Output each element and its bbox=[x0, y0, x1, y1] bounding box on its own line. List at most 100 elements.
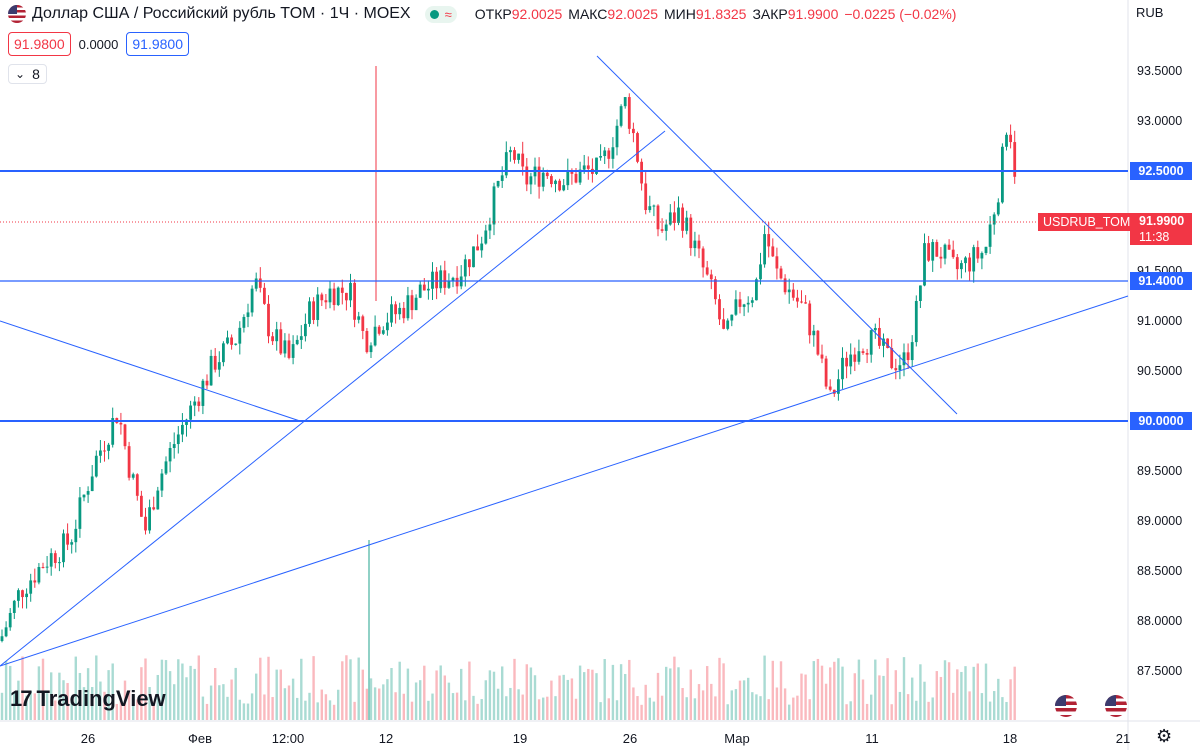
spread-value: 0.0000 bbox=[78, 36, 119, 52]
volume-bar bbox=[37, 666, 41, 720]
volume-bar bbox=[558, 675, 561, 720]
candle-body bbox=[648, 206, 652, 211]
volume-bar bbox=[964, 666, 967, 720]
candle-body bbox=[677, 207, 680, 223]
volume-bar bbox=[628, 659, 631, 720]
candle-body bbox=[500, 175, 504, 181]
candle-body bbox=[234, 343, 238, 345]
volume-bar bbox=[882, 675, 885, 720]
candle-body bbox=[472, 246, 475, 268]
candle-body bbox=[496, 180, 500, 187]
candle-body bbox=[476, 246, 479, 251]
candle-body bbox=[931, 242, 935, 261]
last-price-value: 91.9900 bbox=[1139, 214, 1185, 228]
candle-body bbox=[230, 337, 233, 345]
volume-bar bbox=[906, 694, 910, 720]
gear-icon[interactable]: ⚙ bbox=[1156, 726, 1173, 746]
volume-bar bbox=[546, 696, 549, 720]
candle-body bbox=[968, 257, 971, 272]
y-tick-label: 87.5000 bbox=[1137, 664, 1183, 678]
candle-body bbox=[263, 287, 266, 304]
volume-bar bbox=[168, 671, 172, 720]
symbol-title[interactable]: Доллар США / Российский рубль TOM · 1Ч ·… bbox=[32, 5, 411, 22]
volume-bar bbox=[378, 688, 381, 720]
volume-bar bbox=[234, 667, 237, 720]
buy-price-button[interactable]: 91.9800 bbox=[126, 32, 189, 56]
candle-body bbox=[902, 352, 906, 366]
volume-bar bbox=[1013, 666, 1016, 720]
candle-body bbox=[78, 497, 82, 529]
candle-body bbox=[283, 340, 287, 354]
candle-body bbox=[824, 358, 828, 387]
volume-bar bbox=[160, 659, 164, 720]
volume-bar bbox=[402, 693, 405, 720]
volume-bar bbox=[54, 700, 57, 720]
tradingview-logo[interactable]: 17 TradingView bbox=[10, 686, 166, 712]
volume-bar bbox=[33, 693, 36, 720]
candle-body bbox=[172, 444, 176, 448]
candle-body bbox=[468, 259, 471, 268]
indicators-toggle[interactable]: ⌄ 8 bbox=[8, 64, 47, 84]
candle-body bbox=[422, 284, 426, 291]
candle-body bbox=[853, 354, 857, 362]
volume-bar bbox=[669, 668, 672, 720]
candle-body bbox=[808, 303, 812, 336]
volume-bar bbox=[439, 665, 442, 720]
volume-bar bbox=[513, 658, 516, 720]
candle-body bbox=[324, 300, 328, 303]
candle-body bbox=[144, 516, 147, 531]
candle-body bbox=[369, 345, 373, 353]
volume-bar bbox=[890, 704, 893, 720]
level-price-label[interactable]: 90.0000 bbox=[1130, 412, 1192, 430]
candle-body bbox=[127, 446, 131, 478]
volume-bar bbox=[865, 703, 869, 720]
volume-bar bbox=[435, 670, 438, 720]
sell-price-button[interactable]: 91.9800 bbox=[8, 32, 71, 56]
candle-body bbox=[222, 343, 225, 363]
candle-body bbox=[1005, 134, 1008, 147]
volume-bar bbox=[919, 664, 922, 720]
volume-bar bbox=[74, 656, 77, 720]
candle-body bbox=[209, 355, 213, 386]
volume-bar bbox=[529, 667, 533, 720]
candle-body bbox=[976, 247, 980, 259]
us-flag-event-icon[interactable] bbox=[1105, 695, 1127, 717]
candle-body bbox=[349, 282, 352, 301]
candle-body bbox=[33, 580, 37, 583]
volume-bar bbox=[0, 692, 4, 720]
y-tick-label: 93.0000 bbox=[1137, 114, 1183, 128]
candle-body bbox=[828, 386, 832, 390]
candle-body bbox=[217, 362, 221, 370]
volume-bar bbox=[554, 696, 557, 720]
volume-bar bbox=[615, 700, 619, 720]
volume-bar bbox=[21, 656, 24, 720]
volume-bar bbox=[17, 680, 20, 720]
volume-bar bbox=[570, 678, 574, 720]
candle-body bbox=[156, 490, 160, 510]
level-price-label[interactable]: 91.4000 bbox=[1130, 272, 1192, 290]
candle-body bbox=[869, 330, 873, 355]
volume-bar bbox=[619, 664, 623, 720]
volume-bar bbox=[775, 687, 779, 720]
volume-bar bbox=[45, 693, 49, 720]
volume-bar bbox=[878, 675, 881, 720]
currency-label[interactable]: RUB bbox=[1136, 5, 1164, 20]
level-price-label[interactable]: 92.5000 bbox=[1130, 162, 1192, 180]
us-flag-event-icon[interactable] bbox=[1055, 695, 1077, 717]
candle-body bbox=[345, 292, 348, 301]
volume-bar bbox=[148, 687, 151, 720]
volume-bar bbox=[427, 700, 430, 720]
volume-bar bbox=[767, 699, 770, 720]
candle-body bbox=[70, 542, 74, 545]
market-status-icon[interactable]: ≈ bbox=[424, 5, 457, 23]
volume-bar bbox=[542, 697, 545, 720]
volume-bar bbox=[685, 697, 688, 720]
candle-body bbox=[275, 329, 279, 342]
candle-body bbox=[49, 553, 53, 567]
candle-body bbox=[308, 301, 311, 324]
candle-body bbox=[74, 528, 78, 543]
volume-bar bbox=[353, 701, 356, 720]
candle-body bbox=[898, 365, 902, 371]
volume-bar bbox=[837, 658, 840, 720]
